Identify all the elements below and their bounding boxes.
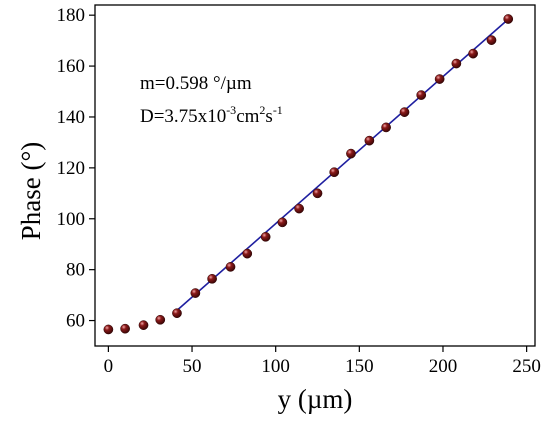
data-point: [277, 217, 288, 228]
points-layer: [103, 14, 514, 335]
data-point: [294, 203, 304, 214]
slope-annotation: m=0.598 °/µm: [140, 73, 252, 94]
data-point: [260, 231, 271, 242]
x-axis-title: y (µm): [278, 384, 353, 414]
y-axis: 60 80 100 120 140 160 180: [57, 5, 95, 332]
x-tick-label: 100: [261, 356, 290, 377]
diffusion-annotation: D=3.75x10-3cm2s-1: [140, 103, 283, 127]
data-point: [381, 122, 391, 133]
y-tick-label: 180: [57, 5, 86, 26]
data-point: [434, 74, 445, 84]
data-point: [172, 308, 182, 319]
data-point: [103, 324, 114, 335]
data-point: [451, 58, 462, 69]
y-tick-label: 80: [66, 260, 85, 281]
data-point: [225, 262, 236, 272]
x-tick-label: 50: [183, 356, 202, 377]
x-tick-label: 0: [104, 356, 114, 377]
y-tick-label: 120: [57, 158, 86, 179]
data-point: [399, 107, 410, 117]
d-prefix: D=3.75: [140, 106, 198, 127]
d-times: x: [198, 106, 208, 127]
data-point: [486, 35, 497, 45]
y-tick-label: 100: [57, 209, 86, 230]
data-point: [242, 248, 253, 259]
fit-line: [176, 18, 509, 311]
plot-frame: [94, 4, 536, 347]
data-point: [138, 320, 149, 330]
y-tick-label: 140: [57, 107, 86, 128]
x-axis: 0 50 100 150 200 250: [104, 346, 541, 377]
d-exp1: -3: [226, 103, 236, 117]
d-cm: cm: [236, 106, 259, 127]
data-point: [329, 167, 340, 178]
data-point: [190, 288, 201, 298]
y-tick-label: 60: [66, 311, 85, 332]
plot-border: [94, 4, 536, 347]
data-point: [503, 14, 514, 24]
x-tick-label: 200: [429, 356, 458, 377]
fit-layer: [176, 18, 509, 311]
x-tick-label: 250: [512, 356, 541, 377]
data-point: [155, 314, 166, 325]
data-point: [416, 90, 427, 100]
x-tick-label: 150: [345, 356, 374, 377]
y-axis-title: Phase (°): [16, 142, 46, 241]
data-point: [120, 323, 130, 334]
y-tick-label: 160: [57, 56, 86, 77]
d-exp3: -1: [273, 103, 283, 117]
d-ten: 10: [207, 106, 226, 127]
data-point: [207, 273, 217, 284]
d-s: s: [265, 106, 272, 127]
data-point: [364, 135, 375, 146]
data-point: [312, 188, 323, 199]
d-exp2: 2: [259, 103, 265, 117]
data-point: [346, 148, 356, 159]
data-point: [468, 48, 478, 59]
